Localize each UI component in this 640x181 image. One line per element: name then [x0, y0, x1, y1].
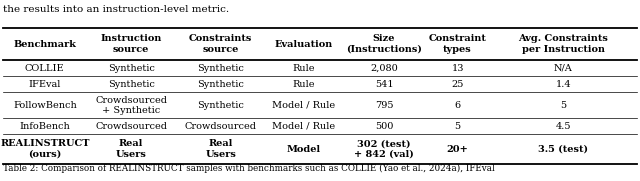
Text: Avg. Constraints
per Instruction: Avg. Constraints per Instruction — [518, 34, 608, 54]
Text: Rule: Rule — [292, 80, 316, 89]
Text: the results into an instruction-level metric.: the results into an instruction-level me… — [3, 5, 229, 14]
Text: Crowdsourced: Crowdsourced — [95, 122, 167, 131]
Text: 3.5 (test): 3.5 (test) — [538, 145, 588, 153]
Text: 2,080: 2,080 — [370, 64, 398, 73]
Text: Synthetic: Synthetic — [197, 64, 244, 73]
Text: 5: 5 — [560, 101, 566, 110]
Text: Real
Users: Real Users — [205, 139, 236, 159]
Text: Constraints
source: Constraints source — [189, 34, 253, 54]
Text: 4.5: 4.5 — [556, 122, 571, 131]
Text: 302 (test)
+ 842 (val): 302 (test) + 842 (val) — [354, 139, 414, 159]
Text: IFEval: IFEval — [29, 80, 61, 89]
Text: COLLIE: COLLIE — [25, 64, 65, 73]
Text: Model / Rule: Model / Rule — [273, 101, 335, 110]
Text: FollowBench: FollowBench — [13, 101, 77, 110]
Text: Synthetic: Synthetic — [197, 80, 244, 89]
Text: REALINSTRUCT
(ours): REALINSTRUCT (ours) — [0, 139, 90, 159]
Text: 541: 541 — [374, 80, 394, 89]
Text: Model: Model — [287, 145, 321, 153]
Text: InfoBench: InfoBench — [19, 122, 70, 131]
Text: Evaluation: Evaluation — [275, 40, 333, 49]
Text: Real
Users: Real Users — [116, 139, 147, 159]
Text: 6: 6 — [454, 101, 461, 110]
Text: 20+: 20+ — [447, 145, 468, 153]
Text: Synthetic: Synthetic — [197, 101, 244, 110]
Text: Crowdsourced
+ Synthetic: Crowdsourced + Synthetic — [95, 96, 167, 115]
Text: Crowdsourced: Crowdsourced — [185, 122, 257, 131]
Text: Synthetic: Synthetic — [108, 80, 155, 89]
Text: 1.4: 1.4 — [556, 80, 571, 89]
Text: Model / Rule: Model / Rule — [273, 122, 335, 131]
Text: Instruction
source: Instruction source — [100, 34, 162, 54]
Text: Benchmark: Benchmark — [13, 40, 76, 49]
Text: 13: 13 — [451, 64, 464, 73]
Text: 500: 500 — [375, 122, 393, 131]
Text: 25: 25 — [451, 80, 464, 89]
Text: Table 2: Comparison of REALINSTRUCT samples with benchmarks such as COLLIE (Yao : Table 2: Comparison of REALINSTRUCT samp… — [3, 164, 495, 173]
Text: Rule: Rule — [292, 64, 316, 73]
Text: Constraint
types: Constraint types — [429, 34, 486, 54]
Text: N/A: N/A — [554, 64, 573, 73]
Text: 5: 5 — [454, 122, 461, 131]
Text: Size
(Instructions): Size (Instructions) — [346, 34, 422, 54]
Text: Synthetic: Synthetic — [108, 64, 155, 73]
Text: 795: 795 — [375, 101, 393, 110]
